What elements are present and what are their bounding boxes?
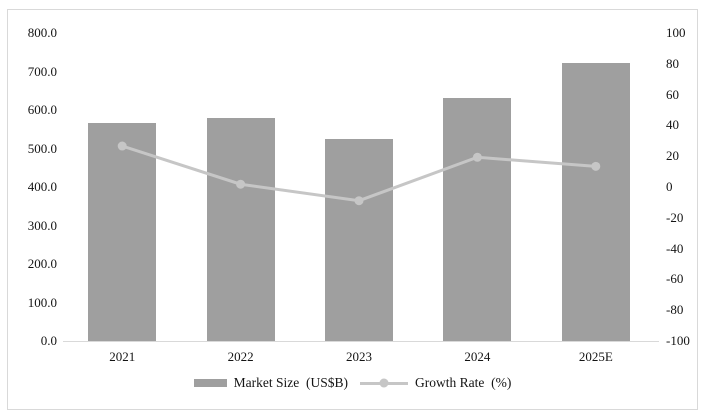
market-size-bar-2022 bbox=[206, 118, 275, 341]
x-axis-label-2022: 2022 bbox=[227, 349, 254, 364]
bar-swatch-icon bbox=[193, 379, 227, 387]
left-axis-tick-100.0: 100.0 bbox=[27, 294, 57, 310]
right-axis-tick-100: 100 bbox=[666, 25, 686, 40]
left-axis-tick-200.0: 200.0 bbox=[27, 256, 57, 271]
market-size-bar-2021 bbox=[88, 123, 157, 341]
marker-dot-icon bbox=[379, 378, 389, 388]
right-axis-tick-40: 40 bbox=[666, 117, 679, 133]
right-axis-tick-0: 0 bbox=[666, 179, 673, 194]
market-size-bar-2024 bbox=[443, 97, 512, 341]
legend-label-market-size: Market Size (US$B) bbox=[233, 375, 348, 390]
left-axis-tick-600.0: 600.0 bbox=[27, 102, 57, 117]
left-axis-tick-300.0: 300.0 bbox=[27, 217, 57, 233]
right-axis-tick--80: -80 bbox=[666, 302, 684, 318]
left-axis-tick-700.0: 700.0 bbox=[27, 63, 57, 79]
right-axis-tick--100: -100 bbox=[666, 333, 690, 348]
left-axis-tick-500.0: 500.0 bbox=[27, 140, 57, 156]
right-axis-tick--40: -40 bbox=[666, 240, 684, 256]
x-axis-line bbox=[63, 341, 659, 342]
right-axis-tick-20: 20 bbox=[666, 148, 679, 164]
x-axis-label-2025E: 2025E bbox=[578, 349, 613, 364]
legend-label-growth-rate: Growth Rate (%) bbox=[415, 375, 512, 390]
x-axis-label-2024: 2024 bbox=[464, 349, 491, 364]
legend-item-market-size: Market Size (US$B) bbox=[193, 375, 348, 391]
market-size-bar-2025E bbox=[561, 63, 630, 341]
right-axis-tick-60: 60 bbox=[666, 86, 679, 102]
line-marker-swatch-icon bbox=[360, 378, 408, 388]
market-size-bar-2023 bbox=[325, 139, 393, 341]
right-axis-tick--60: -60 bbox=[666, 271, 684, 287]
left-axis-tick-400.0: 400.0 bbox=[27, 179, 57, 194]
legend: Market Size (US$B) Growth Rate (%) bbox=[0, 375, 705, 391]
x-axis-label-2021: 2021 bbox=[109, 349, 136, 364]
left-axis-tick-800.0: 800.0 bbox=[27, 25, 57, 40]
legend-item-growth-rate: Growth Rate (%) bbox=[360, 375, 511, 391]
right-axis-tick-80: 80 bbox=[666, 55, 679, 71]
x-axis-label-2023: 2023 bbox=[346, 349, 372, 364]
right-axis-tick--20: -20 bbox=[666, 209, 684, 225]
left-axis-tick-0.0: 0.0 bbox=[40, 333, 57, 348]
